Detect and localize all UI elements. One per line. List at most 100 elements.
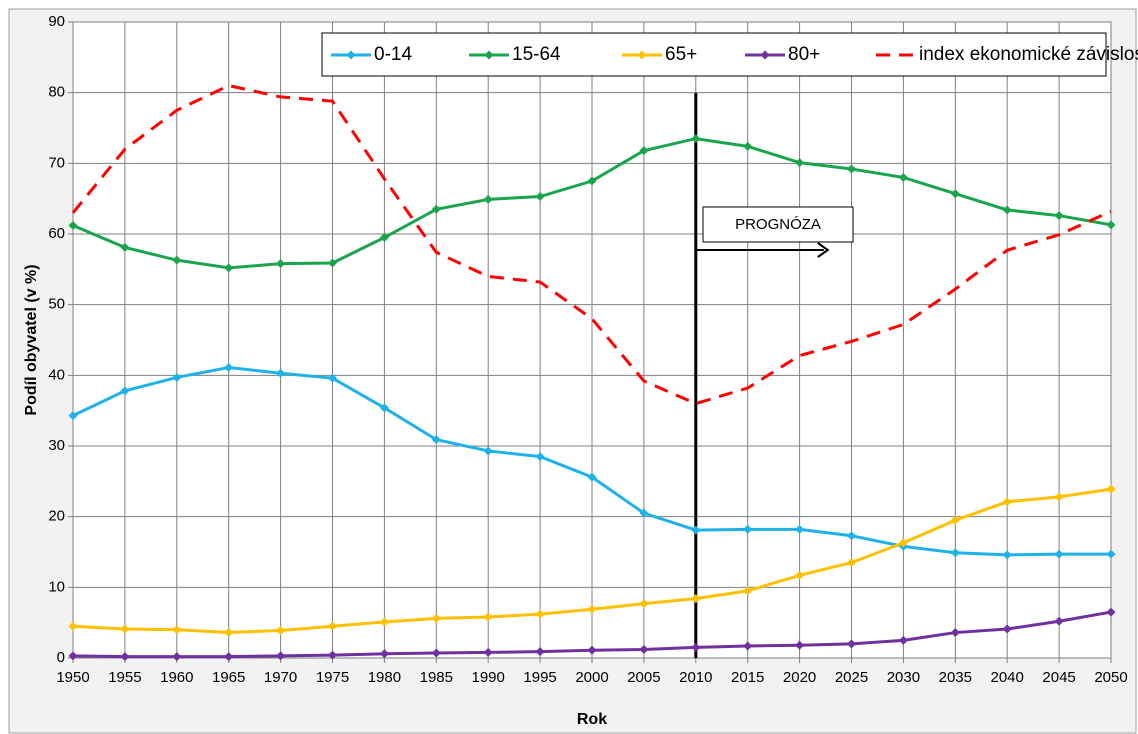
series-marker	[587, 176, 597, 186]
series-marker	[1002, 497, 1012, 507]
legend-marker	[346, 50, 356, 60]
series-marker	[1054, 492, 1064, 502]
series-marker	[276, 368, 286, 378]
series-marker	[68, 651, 78, 661]
y-tick-label: 70	[48, 154, 65, 171]
series-marker	[950, 628, 960, 638]
series-marker	[224, 363, 234, 373]
y-tick-label: 30	[48, 437, 65, 454]
x-tick-label: 1990	[472, 669, 505, 686]
y-tick-label: 10	[48, 578, 65, 595]
series-marker	[1106, 220, 1116, 230]
series-marker	[1002, 205, 1012, 215]
x-tick-label: 1960	[160, 669, 193, 686]
x-tick-label: 1995	[523, 669, 556, 686]
x-tick-label: 2010	[679, 669, 712, 686]
series-marker	[535, 609, 545, 619]
legend-marker	[637, 50, 647, 60]
x-tick-label: 2005	[627, 669, 660, 686]
series-marker	[224, 628, 234, 638]
series-marker	[950, 189, 960, 199]
series-marker	[328, 621, 337, 631]
y-axis-label: Podíl obyvatel (v %)	[23, 264, 40, 415]
series-marker	[587, 604, 597, 614]
x-tick-label: 2050	[1094, 669, 1127, 686]
series-marker	[898, 172, 908, 182]
series-marker	[328, 650, 337, 660]
series-marker	[691, 134, 701, 144]
series-marker	[847, 164, 856, 174]
legend-marker	[760, 50, 770, 60]
series-marker	[172, 372, 182, 382]
legend: 0-14 15-64 65+ 80+ index ekonomické závislos…	[321, 32, 1138, 77]
series-marker	[379, 617, 389, 627]
x-tick-label: 2015	[731, 669, 764, 686]
series-marker	[68, 411, 78, 421]
series-marker	[379, 649, 389, 659]
series-marker	[328, 258, 337, 268]
series-marker	[950, 515, 960, 525]
series-marker	[483, 446, 493, 456]
y-tick-label: 90	[48, 13, 65, 30]
series-line	[71, 84, 1112, 406]
x-tick-label: 1970	[264, 669, 297, 686]
series-marker	[1054, 549, 1064, 559]
legend-label: 0-14	[374, 44, 412, 65]
series-marker	[847, 558, 856, 568]
series-marker	[120, 652, 130, 662]
series-marker	[743, 586, 753, 596]
x-tick-label: 2030	[887, 669, 920, 686]
series-marker	[1002, 624, 1012, 634]
series-marker	[483, 647, 493, 657]
series-marker	[120, 386, 130, 396]
annotation-box	[702, 206, 854, 243]
series-marker	[431, 613, 441, 623]
series-marker	[898, 635, 908, 645]
series-marker	[795, 158, 805, 168]
series-marker	[1106, 484, 1116, 494]
series-marker	[1106, 549, 1116, 559]
x-tick-label: 1965	[212, 669, 245, 686]
series-marker	[1054, 211, 1064, 221]
series-marker	[483, 612, 493, 622]
series-marker	[172, 255, 182, 265]
series-marker	[847, 639, 856, 649]
series-marker	[172, 652, 182, 662]
series-marker	[120, 624, 130, 634]
series-marker	[68, 221, 78, 231]
y-tick-label: 80	[48, 84, 65, 101]
x-tick-label: 2035	[939, 669, 972, 686]
series-marker	[276, 651, 286, 661]
y-tick-label: 60	[48, 225, 65, 242]
series-marker	[276, 259, 286, 269]
y-tick-label: 50	[48, 296, 65, 313]
legend-label: 15-64	[512, 44, 561, 65]
series-marker	[691, 642, 701, 652]
series-marker	[743, 141, 753, 151]
series-marker	[535, 647, 545, 657]
series-marker	[535, 452, 545, 462]
x-tick-label: 2025	[835, 669, 868, 686]
series-marker	[431, 204, 441, 214]
series-marker	[898, 538, 908, 548]
series-marker	[691, 594, 701, 604]
series-marker	[639, 645, 649, 655]
y-tick-label: 0	[57, 649, 65, 666]
x-tick-label: 1985	[420, 669, 453, 686]
legend-label: index ekonomické závislosti	[919, 44, 1138, 65]
series-marker	[847, 531, 856, 541]
x-tick-label: 1950	[56, 669, 89, 686]
series-marker	[120, 242, 130, 252]
series-marker	[1054, 616, 1064, 626]
x-tick-label: 2045	[1042, 669, 1075, 686]
series-marker	[639, 599, 649, 609]
series-marker	[743, 524, 753, 534]
series-marker	[431, 648, 441, 658]
series-marker	[431, 435, 441, 445]
series-marker	[379, 233, 389, 243]
plot-border	[72, 21, 1112, 659]
legend-label: 80+	[788, 44, 820, 65]
series-marker	[68, 621, 78, 631]
y-tick-label: 40	[48, 366, 65, 383]
